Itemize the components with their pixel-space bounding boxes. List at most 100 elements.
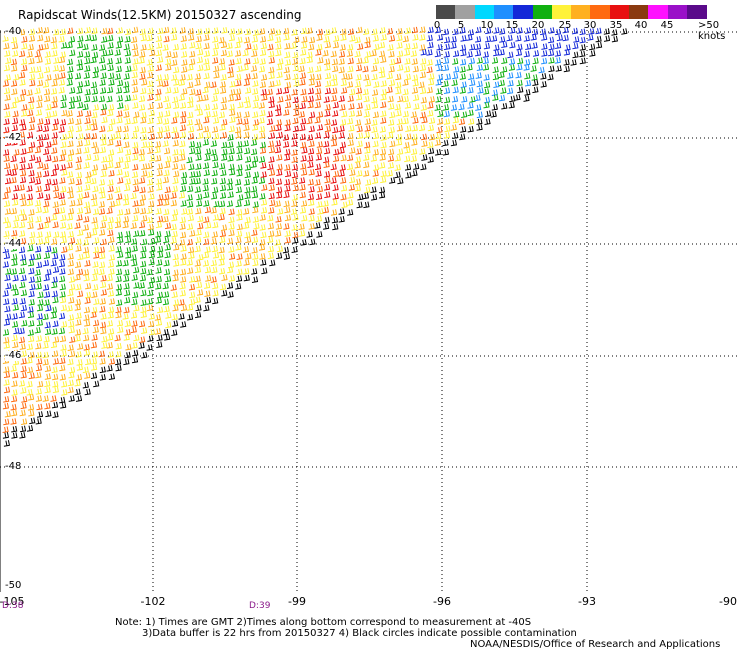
wind-barb bbox=[67, 117, 74, 125]
wind-barb bbox=[371, 73, 378, 81]
wind-barb bbox=[276, 163, 283, 171]
wind-barb bbox=[162, 282, 169, 290]
wind-barb bbox=[346, 73, 353, 80]
wind-barb bbox=[197, 64, 204, 72]
wind-barb bbox=[107, 86, 114, 94]
wind-barb bbox=[228, 34, 235, 42]
wind-barb bbox=[85, 124, 92, 131]
wind-barb bbox=[3, 298, 10, 305]
wind-barb bbox=[411, 139, 418, 146]
wind-barb bbox=[395, 81, 402, 89]
wind-barb bbox=[530, 65, 537, 72]
wind-barb bbox=[114, 132, 121, 139]
wind-barb bbox=[244, 192, 251, 200]
wind-barb bbox=[139, 230, 146, 237]
wind-barb bbox=[11, 42, 19, 50]
wind-barb bbox=[90, 34, 97, 42]
lon-label: -99 bbox=[288, 595, 306, 608]
wind-barb bbox=[244, 147, 251, 155]
wind-barb bbox=[323, 96, 330, 103]
wind-barb bbox=[189, 298, 196, 306]
wind-barb bbox=[268, 169, 276, 176]
wind-barb bbox=[37, 72, 44, 80]
lon-label: -93 bbox=[578, 595, 596, 608]
wind-barb bbox=[19, 193, 26, 201]
wind-barb bbox=[258, 125, 266, 133]
wind-barb bbox=[68, 371, 75, 379]
wind-barb bbox=[59, 364, 66, 372]
wind-barb bbox=[68, 177, 75, 185]
wind-barb bbox=[299, 102, 306, 110]
wind-barb bbox=[75, 312, 82, 319]
wind-barb bbox=[108, 149, 115, 156]
wind-barb bbox=[77, 101, 84, 109]
wind-barb bbox=[212, 36, 219, 43]
wind-barb bbox=[258, 117, 265, 124]
wind-barb bbox=[524, 59, 531, 66]
wind-barb bbox=[324, 87, 331, 95]
wind-barb bbox=[314, 116, 321, 124]
wind-barb bbox=[68, 102, 75, 110]
wind-barb bbox=[268, 80, 275, 88]
wind-barb bbox=[28, 116, 36, 124]
wind-barb bbox=[123, 141, 130, 149]
wind-barb bbox=[492, 73, 499, 81]
wind-barb bbox=[69, 283, 76, 291]
wind-barb bbox=[179, 124, 186, 132]
wind-barb bbox=[66, 131, 74, 139]
wind-barb bbox=[211, 169, 218, 177]
wind-barb bbox=[5, 221, 12, 229]
wind-barb bbox=[10, 176, 17, 184]
wind-barb bbox=[300, 163, 307, 170]
wind-barb bbox=[77, 27, 84, 35]
wind-barb bbox=[34, 199, 41, 207]
wind-barb bbox=[380, 93, 387, 101]
wind-barb bbox=[101, 50, 108, 57]
wind-barb bbox=[123, 199, 130, 206]
wind-barb bbox=[19, 139, 26, 146]
wind-barb bbox=[236, 268, 243, 276]
wind-barb bbox=[435, 59, 442, 66]
wind-barb bbox=[309, 238, 316, 246]
wind-barb bbox=[155, 155, 162, 162]
wind-barb bbox=[300, 88, 307, 96]
wind-barb bbox=[36, 125, 43, 132]
wind-barb bbox=[477, 87, 484, 94]
wind-barb bbox=[339, 104, 346, 111]
wind-barb bbox=[252, 88, 259, 95]
wind-barb bbox=[53, 231, 60, 238]
wind-barb bbox=[123, 104, 130, 111]
wind-barb bbox=[394, 154, 401, 162]
wind-barb bbox=[283, 191, 290, 199]
wind-barb bbox=[332, 41, 339, 49]
wind-barb bbox=[178, 94, 185, 101]
wind-barb bbox=[93, 380, 100, 388]
wind-barb bbox=[203, 72, 210, 80]
wind-barb bbox=[194, 260, 201, 267]
wind-barb bbox=[523, 64, 530, 71]
wind-barb bbox=[34, 269, 41, 276]
wind-barb bbox=[307, 101, 314, 109]
wind-barb bbox=[475, 72, 482, 79]
wind-barb bbox=[83, 274, 90, 282]
wind-barb bbox=[284, 148, 291, 156]
wind-barb bbox=[210, 149, 217, 156]
wind-barb bbox=[82, 103, 89, 111]
wind-barb bbox=[122, 313, 129, 320]
wind-barb bbox=[459, 27, 466, 34]
wind-barb bbox=[133, 334, 140, 342]
wind-barb bbox=[204, 266, 212, 274]
wind-barb bbox=[236, 28, 243, 35]
wind-barb bbox=[147, 186, 154, 193]
wind-barb bbox=[11, 259, 18, 266]
wind-barb bbox=[404, 43, 411, 50]
wind-barb bbox=[107, 290, 114, 297]
colorbar-swatch bbox=[686, 5, 707, 19]
wind-barb bbox=[322, 49, 329, 57]
wind-barb bbox=[379, 154, 386, 161]
lat-label: -44 bbox=[5, 238, 22, 249]
wind-barb bbox=[98, 208, 106, 215]
wind-barb bbox=[284, 178, 291, 186]
wind-barb bbox=[420, 48, 427, 56]
wind-barb bbox=[452, 58, 459, 65]
